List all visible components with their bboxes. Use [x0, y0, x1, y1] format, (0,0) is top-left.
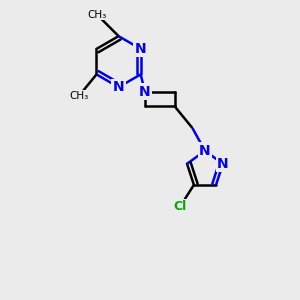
Text: N: N	[135, 42, 146, 56]
Text: N: N	[217, 157, 229, 171]
Text: Cl: Cl	[173, 200, 187, 213]
Text: N: N	[199, 144, 211, 158]
Text: N: N	[139, 85, 151, 98]
Text: N: N	[113, 80, 124, 94]
Text: CH₃: CH₃	[87, 10, 106, 20]
Text: CH₃: CH₃	[69, 91, 88, 101]
